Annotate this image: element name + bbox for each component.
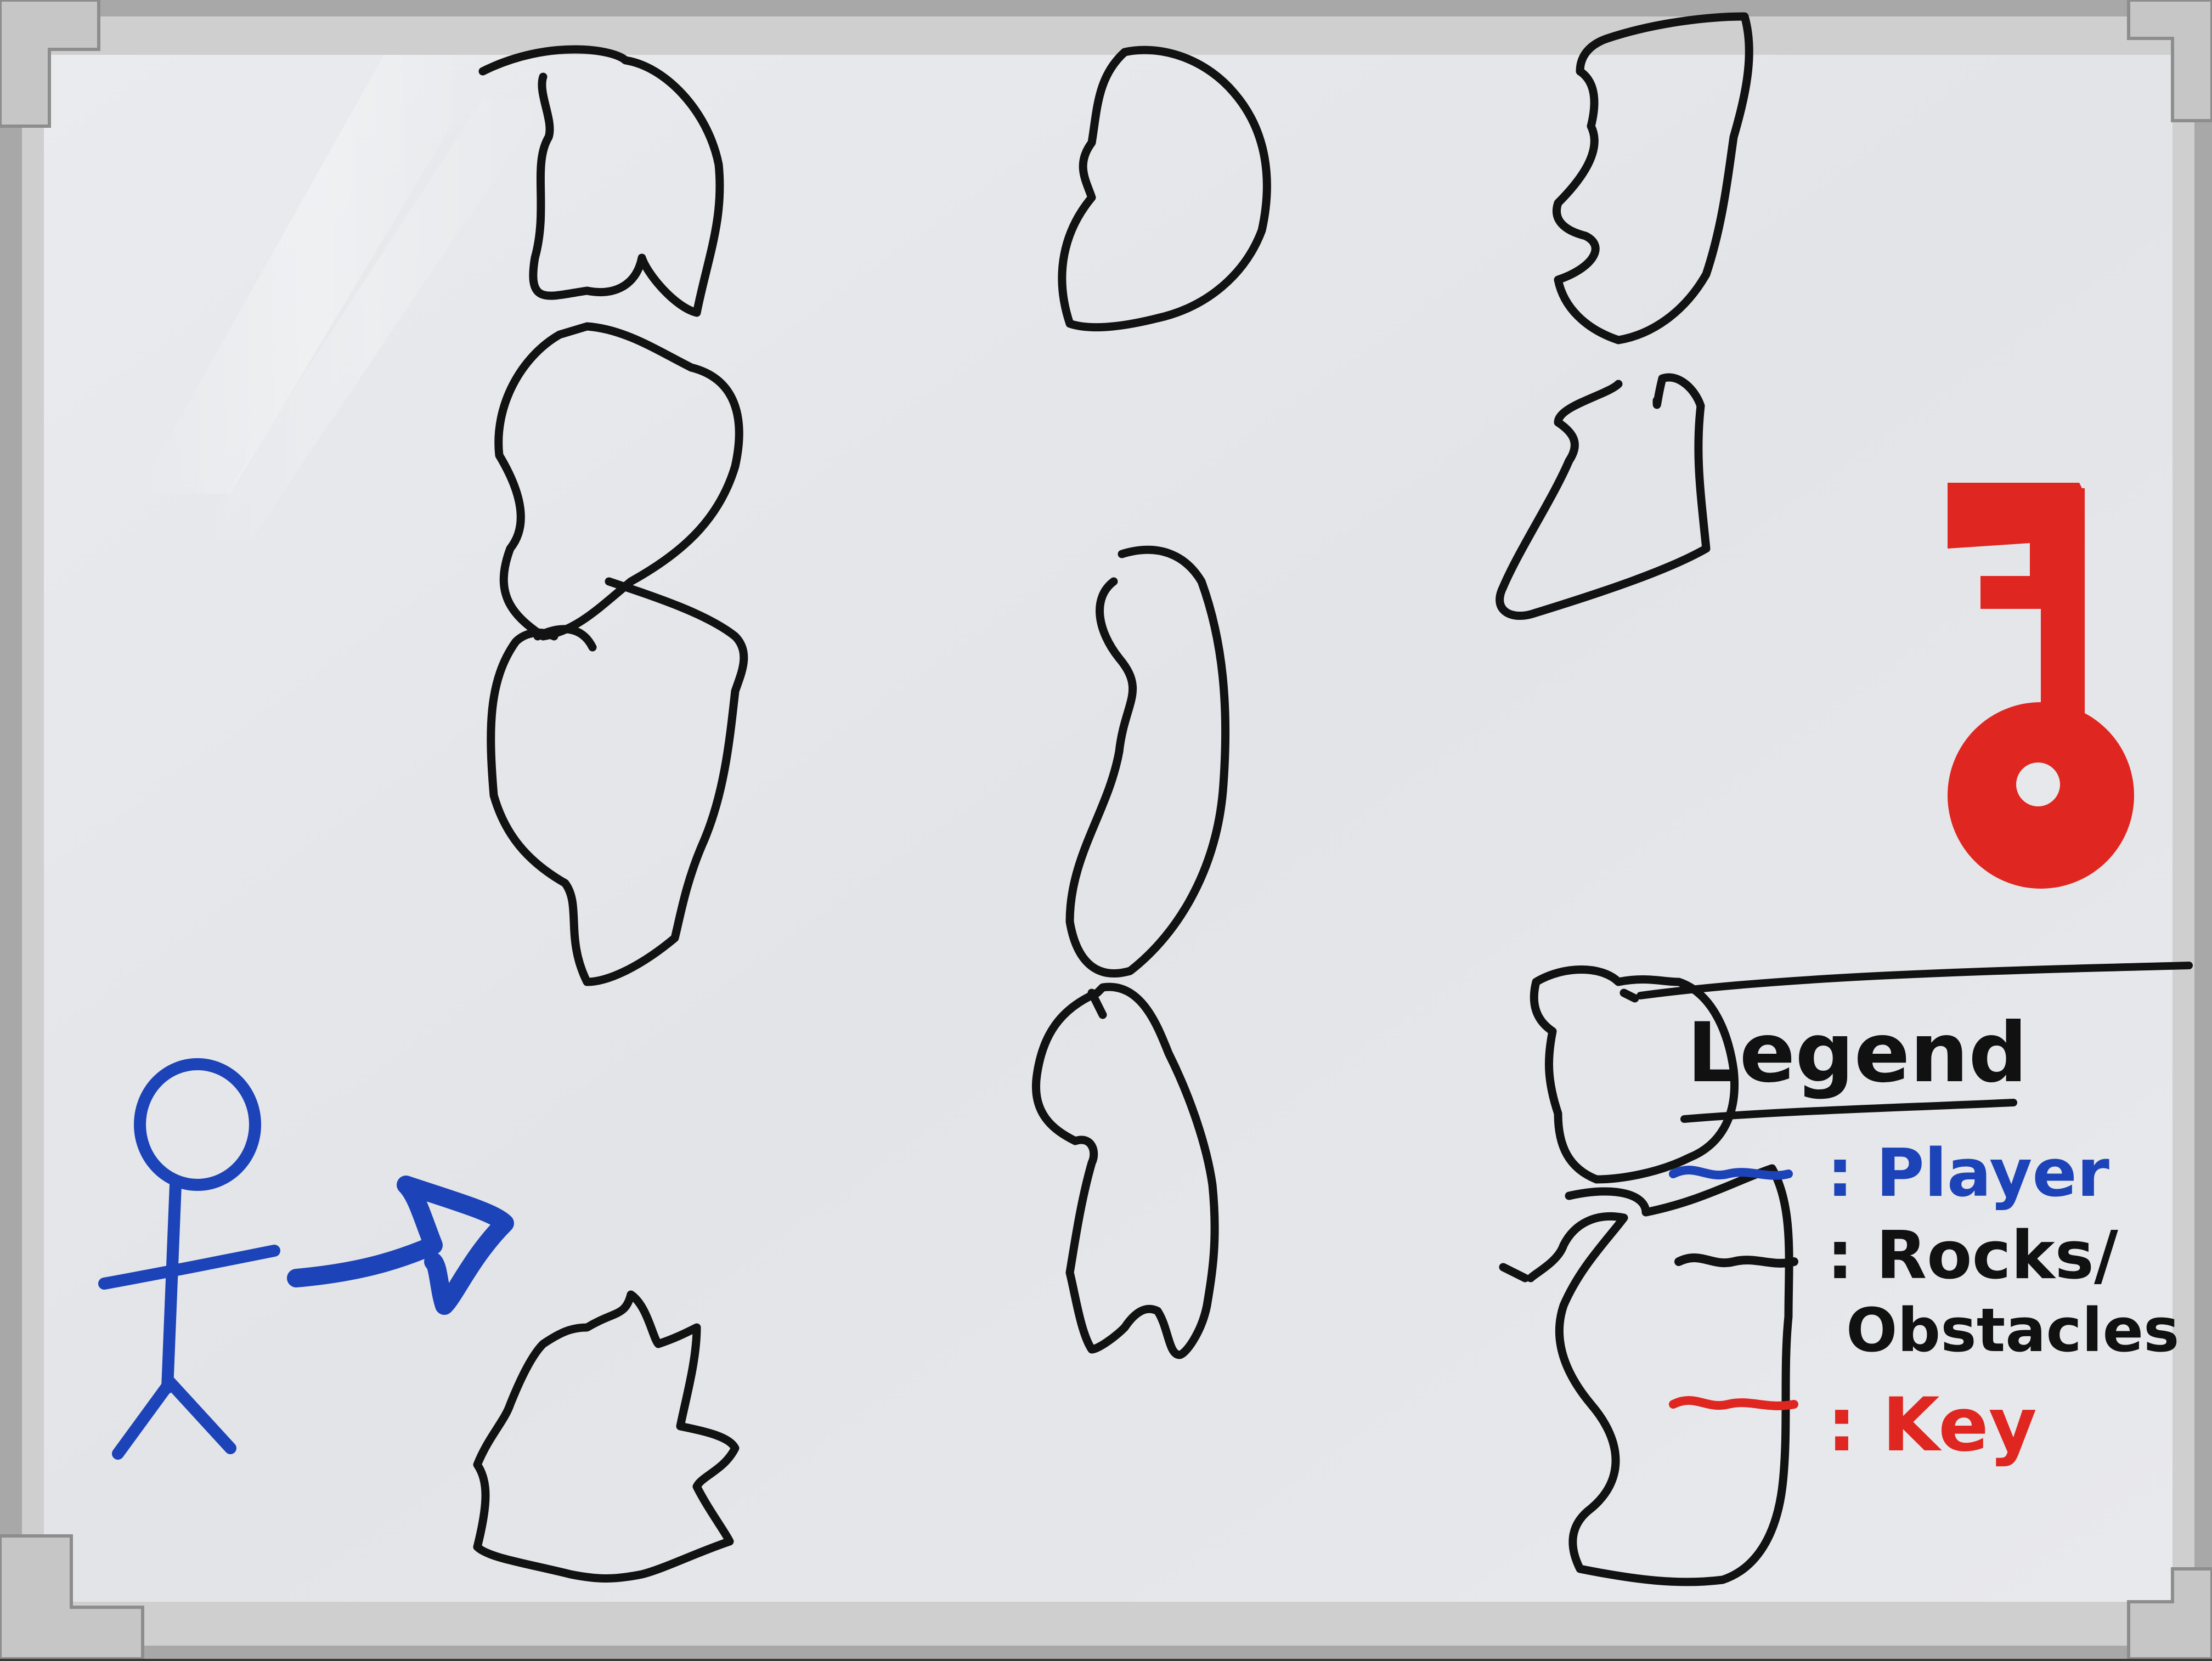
legend-swatch-key: [1669, 1396, 1798, 1410]
key-hole: [2016, 762, 2060, 806]
corner-bracket: [0, 0, 100, 128]
rock-obstacle-11: [473, 1290, 740, 1583]
legend-player-label: : Player: [1827, 1135, 2109, 1212]
legend-title-underline: [1680, 1099, 2017, 1123]
stick-figure-player-icon: [98, 1058, 280, 1460]
glare-streak: [198, 99, 549, 538]
rock-obstacle-5: [1065, 545, 1230, 978]
rock-obstacle-6: [1032, 982, 1219, 1359]
rock-obstacle-7: [1552, 12, 1753, 344]
rock-obstacle-8: [1496, 373, 1711, 620]
player-head: [134, 1058, 261, 1191]
legend-title: Legend: [1687, 1005, 2028, 1101]
blue-arrow-right-icon: [287, 1176, 514, 1315]
rock-obstacle-2: [494, 322, 743, 641]
key-shaft: [2041, 488, 2085, 724]
legend-key-label: : Key: [1827, 1382, 2037, 1468]
rock-obstacle-9: [1530, 965, 1739, 1184]
rock-obstacle-1: [478, 45, 724, 317]
legend-swatch-player: [1669, 1165, 1793, 1180]
rock-obstacle-10: [1499, 1164, 1793, 1586]
legend-divider: [1637, 962, 2193, 999]
legend-rocks-label: : Rocks/: [1827, 1218, 2118, 1294]
red-key-icon: [1948, 483, 2134, 889]
glare-streak: [137, 55, 494, 494]
rock-obstacle-4: [1058, 46, 1271, 332]
player-body: [161, 1179, 182, 1394]
player-legs: [112, 1376, 236, 1460]
corner-bracket: [2127, 0, 2212, 122]
legend-obstacles-label: Obstacles: [1846, 1295, 2180, 1365]
rock-obstacle-3: [487, 577, 748, 986]
legend-swatch-rocks: [1674, 1253, 1798, 1268]
player-arms: [98, 1245, 280, 1290]
